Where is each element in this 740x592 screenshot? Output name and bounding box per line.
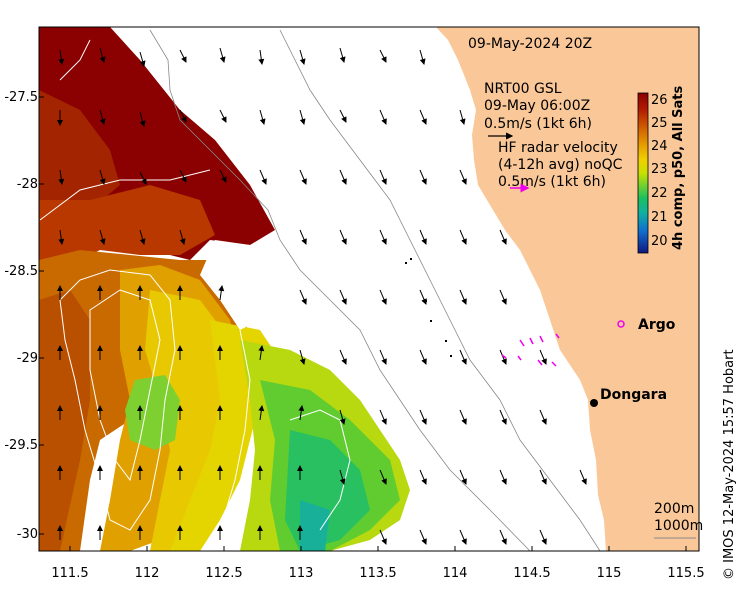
y-tick: -30 — [17, 527, 38, 542]
current-vectors — [57, 47, 587, 545]
y-tick: -28.5 — [4, 264, 38, 279]
y-tick: -29 — [17, 351, 38, 366]
y-tick: -27.5 — [4, 90, 38, 105]
land-mass — [436, 27, 699, 551]
colorbar: 26 25 24 23 22 21 20 4h comp, p50, All S… — [637, 86, 686, 254]
x-tick: 112.5 — [205, 566, 242, 581]
colorbar-title: 4h comp, p50, All Sats — [671, 86, 686, 250]
colorbar-tick: 22 — [651, 186, 668, 201]
colorbar-tick: 25 — [651, 116, 668, 131]
x-tick: 114 — [443, 566, 468, 581]
glider-time: 09-May 06:00Z — [484, 98, 590, 114]
axis-frame — [38, 26, 700, 552]
x-tick: 113 — [289, 566, 314, 581]
colorbar-tick: 21 — [651, 210, 668, 225]
hf-radar-vectors — [501, 333, 560, 367]
colorbar-tick: 20 — [651, 234, 668, 249]
colorbar-tick: 23 — [651, 162, 668, 177]
bathy-200m: 200m — [654, 501, 694, 517]
hf-radar-title: HF radar velocity — [498, 140, 618, 156]
x-axis-ticks: 111.5 112 112.5 113 113.5 114 114.5 115 … — [51, 566, 704, 581]
x-tick: 111.5 — [51, 566, 88, 581]
x-tick: 112 — [135, 566, 160, 581]
x-tick: 115 — [597, 566, 622, 581]
colorbar-gradient — [637, 92, 649, 254]
y-axis-ticks: -27.5 -28 -28.5 -29 -29.5 -30 — [4, 90, 38, 542]
place-argo: Argo — [638, 317, 676, 333]
colorbar-tick: 26 — [651, 93, 668, 108]
glider-product: NRT00 GSL — [484, 81, 562, 97]
hf-radar-avg: (4-12h avg) noQC — [498, 157, 623, 173]
colorbar-tick: 24 — [651, 139, 668, 154]
x-tick: 113.5 — [359, 566, 396, 581]
glider-scale: 0.5m/s (1kt 6h) — [484, 116, 592, 132]
x-tick: 115.5 — [667, 566, 704, 581]
dongara-marker — [590, 399, 598, 407]
credit-text: © IMOS 12-May-2024 15:57 Hobart — [722, 349, 737, 580]
x-tick: 114.5 — [513, 566, 550, 581]
place-dongara: Dongara — [600, 387, 667, 403]
y-tick: -28 — [17, 177, 38, 192]
map-timestamp: 09-May-2024 20Z — [468, 36, 592, 52]
argo-marker — [617, 320, 625, 328]
y-tick: -29.5 — [4, 438, 38, 453]
bathy-1000m: 1000m — [654, 518, 703, 534]
